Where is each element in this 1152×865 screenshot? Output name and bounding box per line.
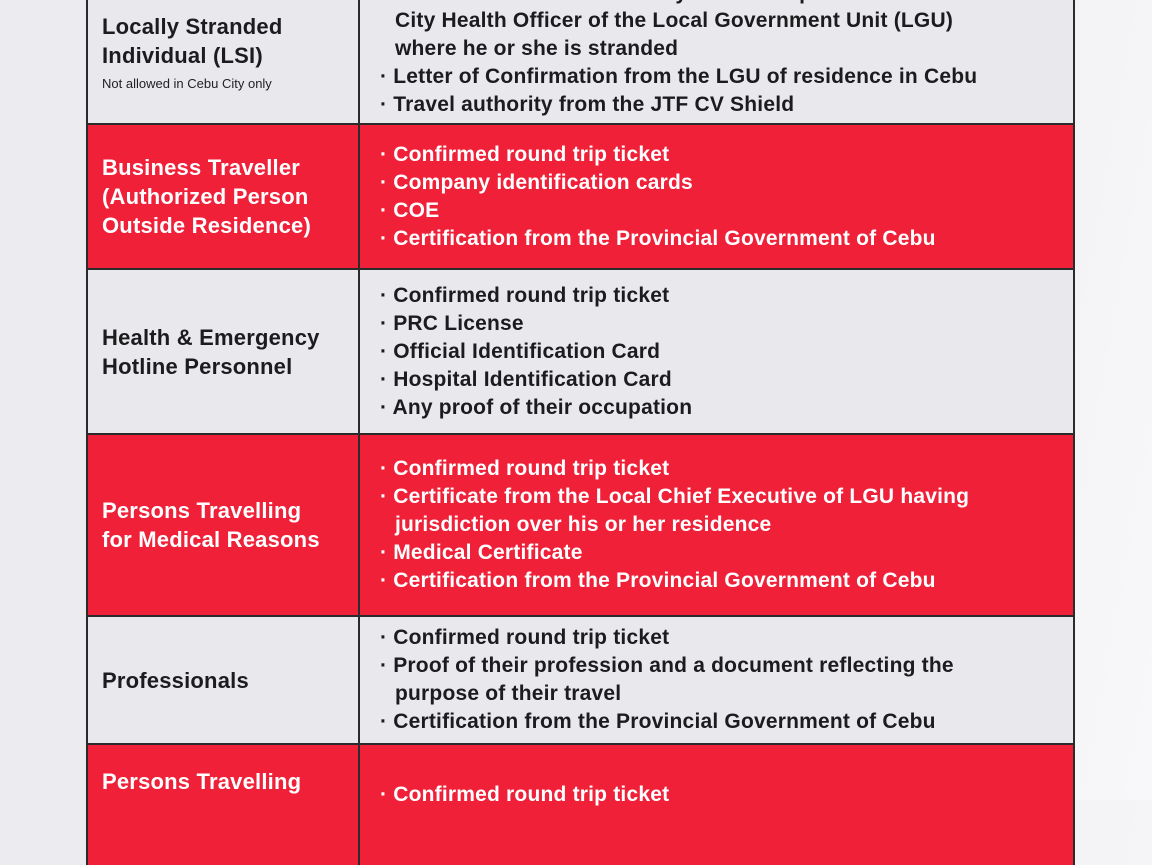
requirements-cell-medical-reasons: · Confirmed round trip ticket · Certific… (360, 435, 1073, 615)
requirement-line: · Confirmed round trip ticket (380, 283, 670, 307)
category-cell-lsi: Locally Stranded Individual (LSI) Not al… (88, 0, 360, 123)
requirement-line: · Confirmed round trip ticket (380, 783, 670, 806)
requirement-line: · Certificate from the Local Chief Execu… (380, 485, 970, 508)
category-title-line: Individual (LSI) (102, 43, 263, 68)
requirement-line: jurisdiction over his or her residence (395, 513, 772, 536)
category-title-line: (Authorized Person (102, 184, 309, 209)
requirement-line: · Certification from the Provincial Gove… (380, 710, 936, 733)
requirement-line: · Company identification cards (380, 170, 693, 194)
table-row-professionals: Professionals · Confirmed round trip tic… (88, 617, 1073, 745)
requirement-line: · Travel authority from the JTF CV Shiel… (380, 93, 795, 116)
requirement-line: · Official Identification Card (380, 339, 661, 363)
requirement-line: City Health Officer of the Local Governm… (395, 9, 954, 32)
category-cell-persons-travelling: Persons Travelling (88, 745, 360, 865)
category-title-line: for Medical Reasons (102, 527, 320, 552)
requirement-line: where he or she is stranded (395, 37, 679, 60)
category-title-line: Professionals (102, 667, 249, 693)
requirements-cell-lsi: · Medical Certificate issued by the Muni… (360, 0, 1073, 123)
category-cell-health-emergency: Health & Emergency Hotline Personnel (88, 270, 360, 433)
category-cell-business-traveller: Business Traveller (Authorized Person Ou… (88, 125, 360, 268)
category-title-line: Outside Residence) (102, 213, 311, 238)
requirement-line: · Proof of their profession and a docume… (380, 654, 954, 677)
category-title-line: Persons Travelling (102, 498, 302, 523)
requirements-table: Locally Stranded Individual (LSI) Not al… (86, 0, 1075, 865)
requirement-line: · Medical Certificate (380, 541, 583, 564)
requirement-line: purpose of their travel (395, 682, 622, 705)
requirements-cell-health-emergency: · Confirmed round trip ticket · PRC Lice… (360, 270, 1073, 433)
requirements-cell-professionals: · Confirmed round trip ticket · Proof of… (360, 617, 1073, 743)
category-title-line: Business Traveller (102, 155, 301, 180)
requirement-line: · Confirmed round trip ticket (380, 457, 670, 480)
requirement-line: · COE (380, 198, 440, 222)
table-row-business-traveller: Business Traveller (Authorized Person Ou… (88, 125, 1073, 270)
requirements-cell-business-traveller: · Confirmed round trip ticket · Company … (360, 125, 1073, 268)
requirement-line: · Any proof of their occupation (380, 395, 693, 419)
table-row-health-emergency: Health & Emergency Hotline Personnel · C… (88, 270, 1073, 435)
category-title-line: Hotline Personnel (102, 353, 293, 379)
requirement-line: · Letter of Confirmation from the LGU of… (380, 65, 978, 88)
requirement-line: · Certification from the Provincial Gove… (380, 569, 936, 592)
requirement-line: · Confirmed round trip ticket (380, 626, 670, 649)
category-cell-medical-reasons: Persons Travelling for Medical Reasons (88, 435, 360, 615)
category-title-line: Persons Travelling (102, 769, 302, 794)
category-title-line: Locally Stranded (102, 14, 283, 39)
requirement-line: · Certification from the Provincial Gove… (380, 226, 936, 250)
table-row-persons-travelling: Persons Travelling · Confirmed round tri… (88, 745, 1073, 865)
requirement-line-clipped: · Medical Certificate issued by the Muni… (380, 0, 1065, 7)
table-row-lsi: Locally Stranded Individual (LSI) Not al… (88, 0, 1073, 125)
category-cell-professionals: Professionals (88, 617, 360, 743)
requirement-line: · Confirmed round trip ticket (380, 142, 670, 166)
table-row-medical-reasons: Persons Travelling for Medical Reasons ·… (88, 435, 1073, 617)
category-title-line: Health & Emergency (102, 324, 320, 350)
category-note: Not allowed in Cebu City only (102, 76, 272, 91)
requirement-line: · PRC License (380, 311, 524, 335)
requirement-line: · Hospital Identification Card (380, 367, 672, 391)
requirements-cell-persons-travelling: · Confirmed round trip ticket (360, 745, 1073, 865)
